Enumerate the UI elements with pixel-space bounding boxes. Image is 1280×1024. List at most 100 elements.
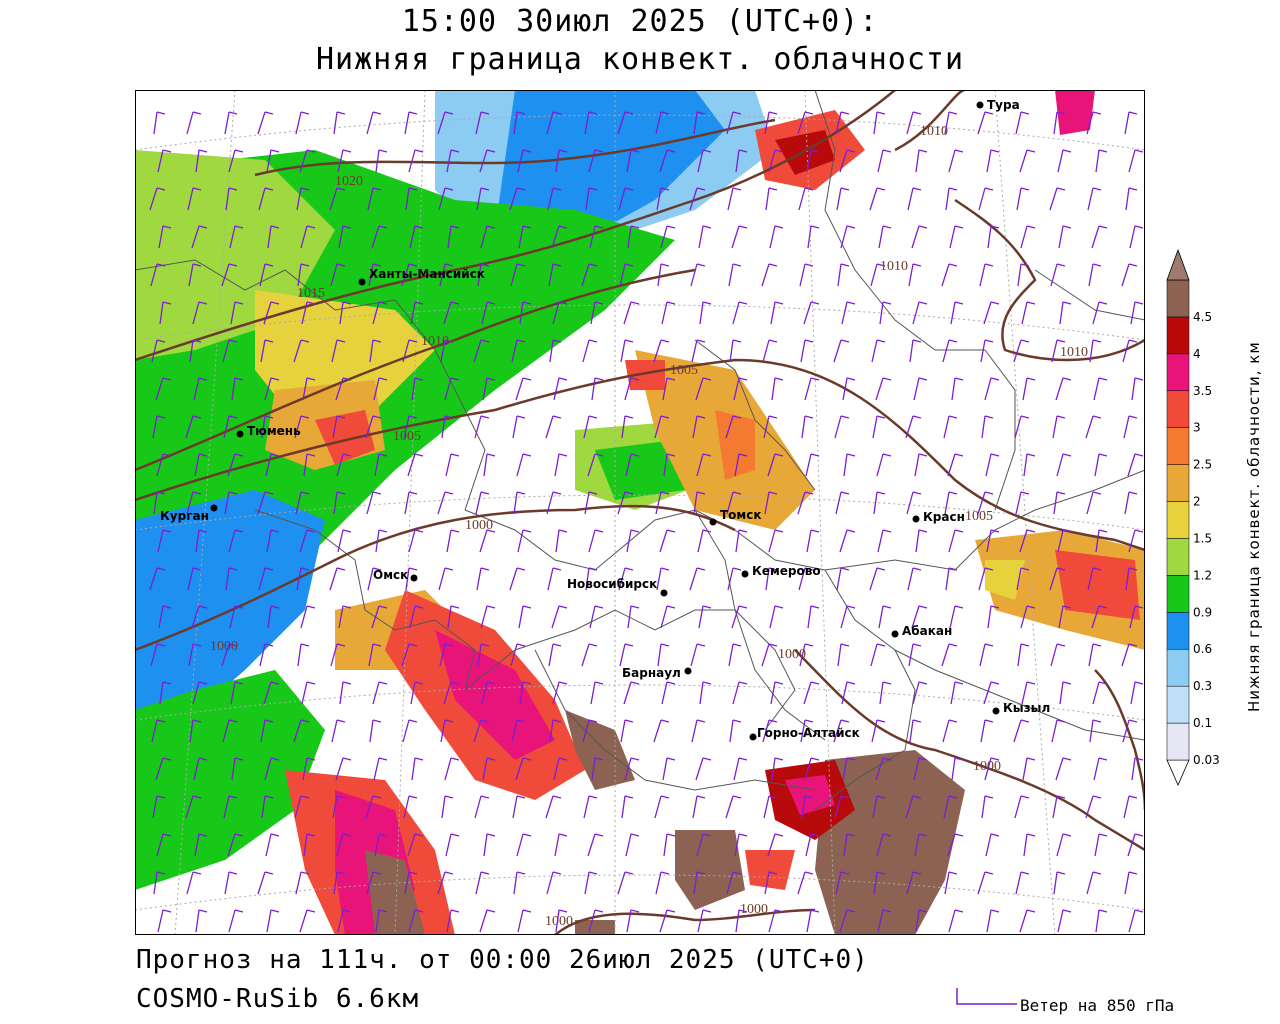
wind-barb (482, 377, 496, 401)
city-label: Тура (987, 98, 1020, 112)
wind-barb (834, 415, 850, 439)
wind-barb (879, 681, 892, 705)
wind-barb (481, 681, 496, 705)
wind-barb (803, 301, 820, 325)
wind-barb (483, 833, 496, 857)
wind-barb (230, 681, 244, 705)
wind-barb (482, 757, 496, 781)
wind-barb (228, 149, 244, 173)
wind-barb (258, 187, 274, 211)
wind-barb (404, 491, 418, 515)
wind-barb (1129, 605, 1144, 629)
wind-barb (153, 871, 166, 895)
wind-barb (337, 529, 352, 553)
wind-barb (978, 187, 994, 211)
colorbar-tick-label: 0.9 (1193, 605, 1212, 619)
wind-barb (1014, 795, 1030, 819)
wind-barb (1086, 491, 1102, 515)
wind-barb (693, 111, 706, 135)
wind-barb (765, 567, 778, 591)
wind-barb (767, 833, 784, 857)
wind-barb (405, 187, 418, 211)
wind-barb (195, 149, 208, 173)
wind-barb (761, 643, 778, 667)
city-label: Курган (160, 509, 209, 523)
wind-barb (948, 529, 964, 553)
wind-barb (1023, 453, 1036, 477)
wind-barb (513, 871, 526, 895)
wind-barb (303, 833, 316, 857)
wind-barb (295, 491, 310, 515)
wind-barb (1123, 415, 1138, 439)
wind-barb (765, 187, 778, 211)
wind-barb (402, 719, 418, 743)
wind-barb (155, 757, 172, 781)
wind-barb (588, 529, 604, 553)
wind-barb (440, 719, 454, 743)
wind-barb (1051, 339, 1066, 363)
wind-barb (915, 909, 928, 933)
wind-barb (230, 301, 244, 325)
wind-barb (1131, 757, 1144, 781)
wind-barb (699, 681, 712, 705)
wind-barb (1128, 149, 1144, 173)
wind-barb (301, 301, 316, 325)
wind-barb (1015, 871, 1030, 895)
wind-barb (1128, 909, 1144, 933)
wind-barb (582, 339, 598, 363)
wind-barb (695, 757, 712, 781)
wind-barb (150, 263, 166, 287)
wind-barb (654, 415, 670, 439)
wind-barb (444, 377, 460, 401)
wind-barb (368, 263, 382, 287)
wind-barb (1127, 453, 1144, 477)
wind-barb (302, 377, 316, 401)
wind-barb (619, 643, 634, 667)
wind-barb (1086, 111, 1102, 135)
wind-barb (983, 301, 1000, 325)
wind-barb (908, 643, 922, 667)
wind-barb (836, 187, 850, 211)
wind-barb (195, 909, 208, 933)
isobar-label: 1010 (920, 124, 948, 139)
wind-barb (799, 643, 814, 667)
colorbar-cell (1166, 612, 1190, 650)
wind-barb (261, 795, 274, 819)
wind-barb (258, 567, 274, 591)
wind-barb (1124, 111, 1138, 135)
wind-barb (590, 301, 604, 325)
city-kemerovo: Кемерово (741, 564, 821, 578)
wind-barb (728, 263, 742, 287)
wind-barb (1127, 833, 1144, 857)
wind-barb (302, 757, 316, 781)
wind-barb (300, 605, 316, 629)
wind-barb (987, 225, 1000, 249)
isobar-label: 1010 (880, 259, 908, 274)
wind-barb (1125, 567, 1138, 591)
wind-barb (547, 187, 562, 211)
wind-barb (698, 225, 712, 249)
colorbar-tick-label: 3.5 (1193, 384, 1212, 398)
wind-barb (800, 719, 814, 743)
wind-barb (1053, 111, 1066, 135)
wind-barb (1124, 871, 1138, 895)
wind-barb (726, 871, 742, 895)
colorbar-cell (1166, 353, 1190, 392)
wind-barb (661, 681, 676, 705)
wind-barb (546, 111, 562, 135)
wind-barb (265, 833, 280, 857)
wind-barb (192, 301, 208, 325)
wind-barb (1017, 643, 1030, 667)
wind-barb (224, 871, 238, 895)
wind-barb (986, 529, 1000, 553)
wind-barb (585, 187, 598, 211)
wind-barb (410, 301, 424, 325)
wind-barb (480, 605, 496, 629)
wind-barb (770, 301, 784, 325)
wind-barb (221, 263, 238, 287)
wind-barb (761, 263, 778, 287)
wind-barb (764, 111, 778, 135)
wind-barb (1022, 377, 1036, 401)
wind-barb (732, 681, 748, 705)
wind-barb (587, 453, 604, 477)
